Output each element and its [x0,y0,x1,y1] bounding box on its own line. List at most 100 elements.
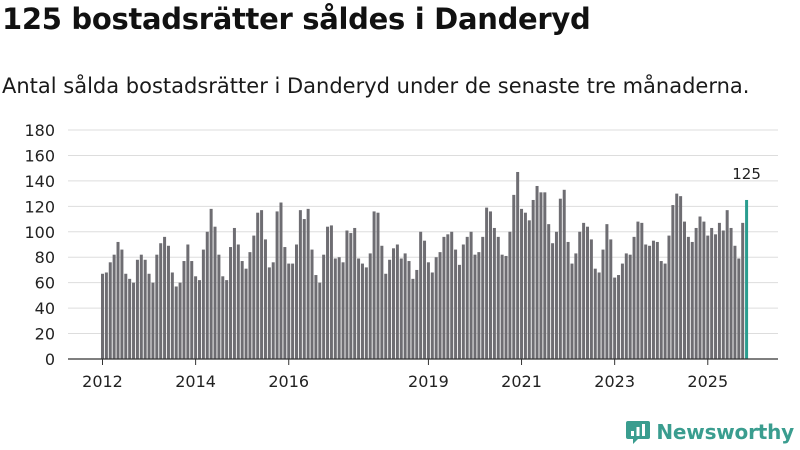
bar [279,202,283,359]
bar [178,282,182,359]
bar [547,224,551,359]
bar [543,192,547,359]
bar [240,261,244,359]
bar [357,258,361,359]
x-tick-label: 2021 [501,372,542,391]
bar [601,249,605,359]
bar [353,227,357,359]
bar [205,231,209,359]
bar [617,275,621,359]
bar [263,239,267,359]
bar [461,244,465,359]
x-tick-label: 2025 [687,372,728,391]
bar [368,253,372,359]
bar [593,268,597,359]
bar [380,245,384,359]
bar [101,273,104,359]
chart-subtitle: Antal sålda bostadsrätter i Danderyd und… [2,74,750,98]
bar [721,230,725,359]
bar [314,275,318,359]
bar [558,198,562,359]
bar [333,258,337,359]
bar [438,252,442,359]
bar [174,286,178,359]
bar [733,245,737,359]
bar [477,252,481,359]
bar [457,264,461,359]
bar [539,192,543,359]
bar [186,244,190,359]
bar [221,276,225,359]
y-tick-label: 120 [24,197,55,216]
x-tick-label: 2014 [175,372,216,391]
bar [252,235,256,359]
bar [159,243,163,359]
bar [399,258,403,359]
bar [209,208,213,359]
bar [508,231,512,359]
bar [170,272,174,359]
bar [128,278,132,359]
highlight-value-label: 125 [732,165,761,183]
bar [411,278,415,359]
bar [636,221,640,359]
bar [295,244,298,359]
bar [640,222,644,359]
bar [694,227,698,359]
y-tick-label: 60 [35,274,55,293]
bar [582,222,586,359]
bar [434,257,438,359]
bar [737,258,741,359]
bar [287,263,291,359]
bar [512,194,516,359]
bar [520,208,524,359]
bar [690,241,694,359]
bar [481,236,485,359]
bar [244,268,248,359]
bar [613,277,617,359]
x-tick-label: 2016 [268,372,309,391]
bar [104,272,108,359]
bar [570,263,574,359]
bar [729,227,733,359]
bar [725,210,729,359]
bar [337,257,341,359]
bar [644,244,648,359]
bar [194,276,198,359]
bar [659,261,663,359]
bar [702,221,706,359]
bar [454,249,458,359]
bar [566,241,570,359]
bar [741,222,745,359]
x-tick-label: 2012 [82,372,123,391]
bar [531,199,535,359]
bar [112,254,116,359]
y-tick-label: 20 [35,325,55,344]
bar [302,219,306,359]
bar [698,216,702,359]
brand-logo: Newsworthy [626,419,794,445]
bar [225,280,229,359]
bar [182,261,186,359]
bar [516,171,520,359]
bar [578,231,582,359]
bar [213,226,217,359]
bar [419,231,423,359]
bar [442,236,446,359]
bar [271,262,275,359]
bar [415,269,419,359]
bar [248,252,252,359]
y-tick-label: 40 [35,299,55,318]
x-tick-label: 2019 [408,372,449,391]
bar [535,185,539,359]
bar [322,254,326,359]
bar [360,263,364,359]
bar [605,224,609,359]
bar [469,231,473,359]
bar [675,193,679,359]
bar [554,231,558,359]
bar [403,253,407,359]
bar [667,235,671,359]
bar [648,245,652,359]
